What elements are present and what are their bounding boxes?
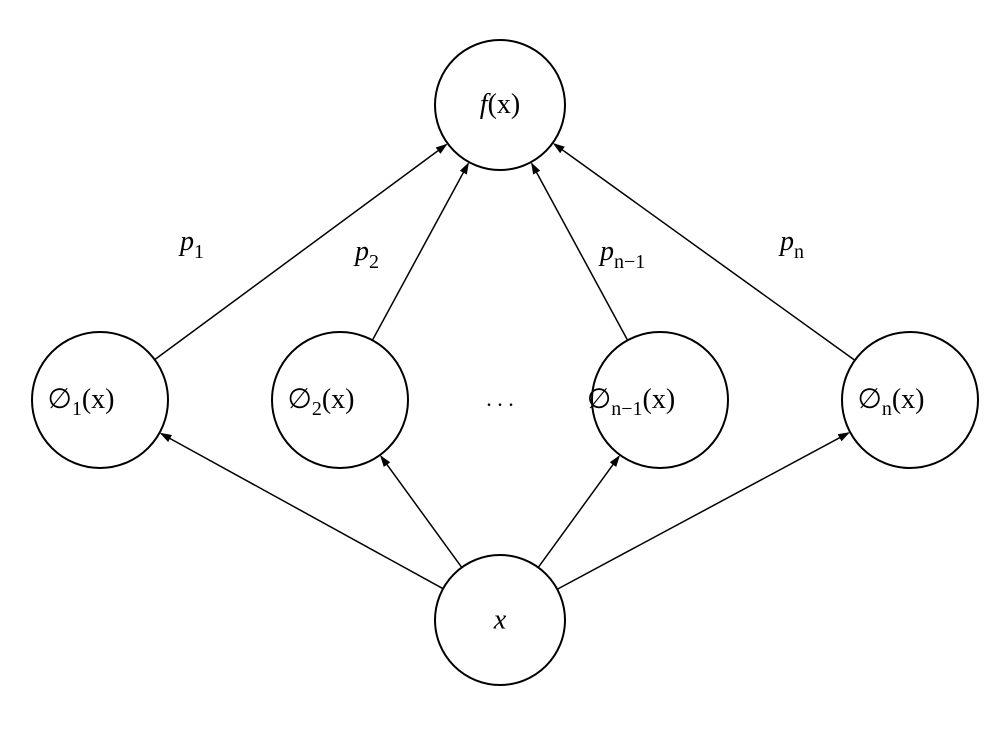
ellipsis: . . . bbox=[486, 386, 514, 411]
node-label-phi1: ∅1(x) bbox=[47, 384, 114, 419]
node-label-root: x bbox=[493, 604, 507, 635]
edge-root-phi2 bbox=[381, 457, 462, 568]
edges-layer bbox=[155, 144, 855, 589]
network-diagram: xf(x)∅1(x)∅2(x)∅n−1(x)∅n(x). . . p1p2pn−… bbox=[0, 0, 1000, 746]
edge-phi2-top bbox=[372, 164, 468, 340]
edge-label-phi4: pn bbox=[778, 226, 804, 263]
node-label-phi2: ∅2(x) bbox=[287, 384, 354, 419]
node-label-top: f(x) bbox=[480, 89, 520, 120]
nodes-layer: xf(x)∅1(x)∅2(x)∅n−1(x)∅n(x). . . bbox=[32, 40, 978, 685]
edge-label-phi2: p2 bbox=[353, 236, 379, 273]
edge-root-phi3 bbox=[538, 457, 619, 568]
node-label-phi4: ∅n(x) bbox=[857, 384, 924, 419]
edge-label-phi3: pn−1 bbox=[598, 236, 645, 273]
edge-label-phi1: p1 bbox=[178, 226, 204, 263]
edge-root-phi4 bbox=[557, 433, 848, 589]
edge-labels-layer: p1 p2 pn−1 pn bbox=[178, 226, 804, 273]
